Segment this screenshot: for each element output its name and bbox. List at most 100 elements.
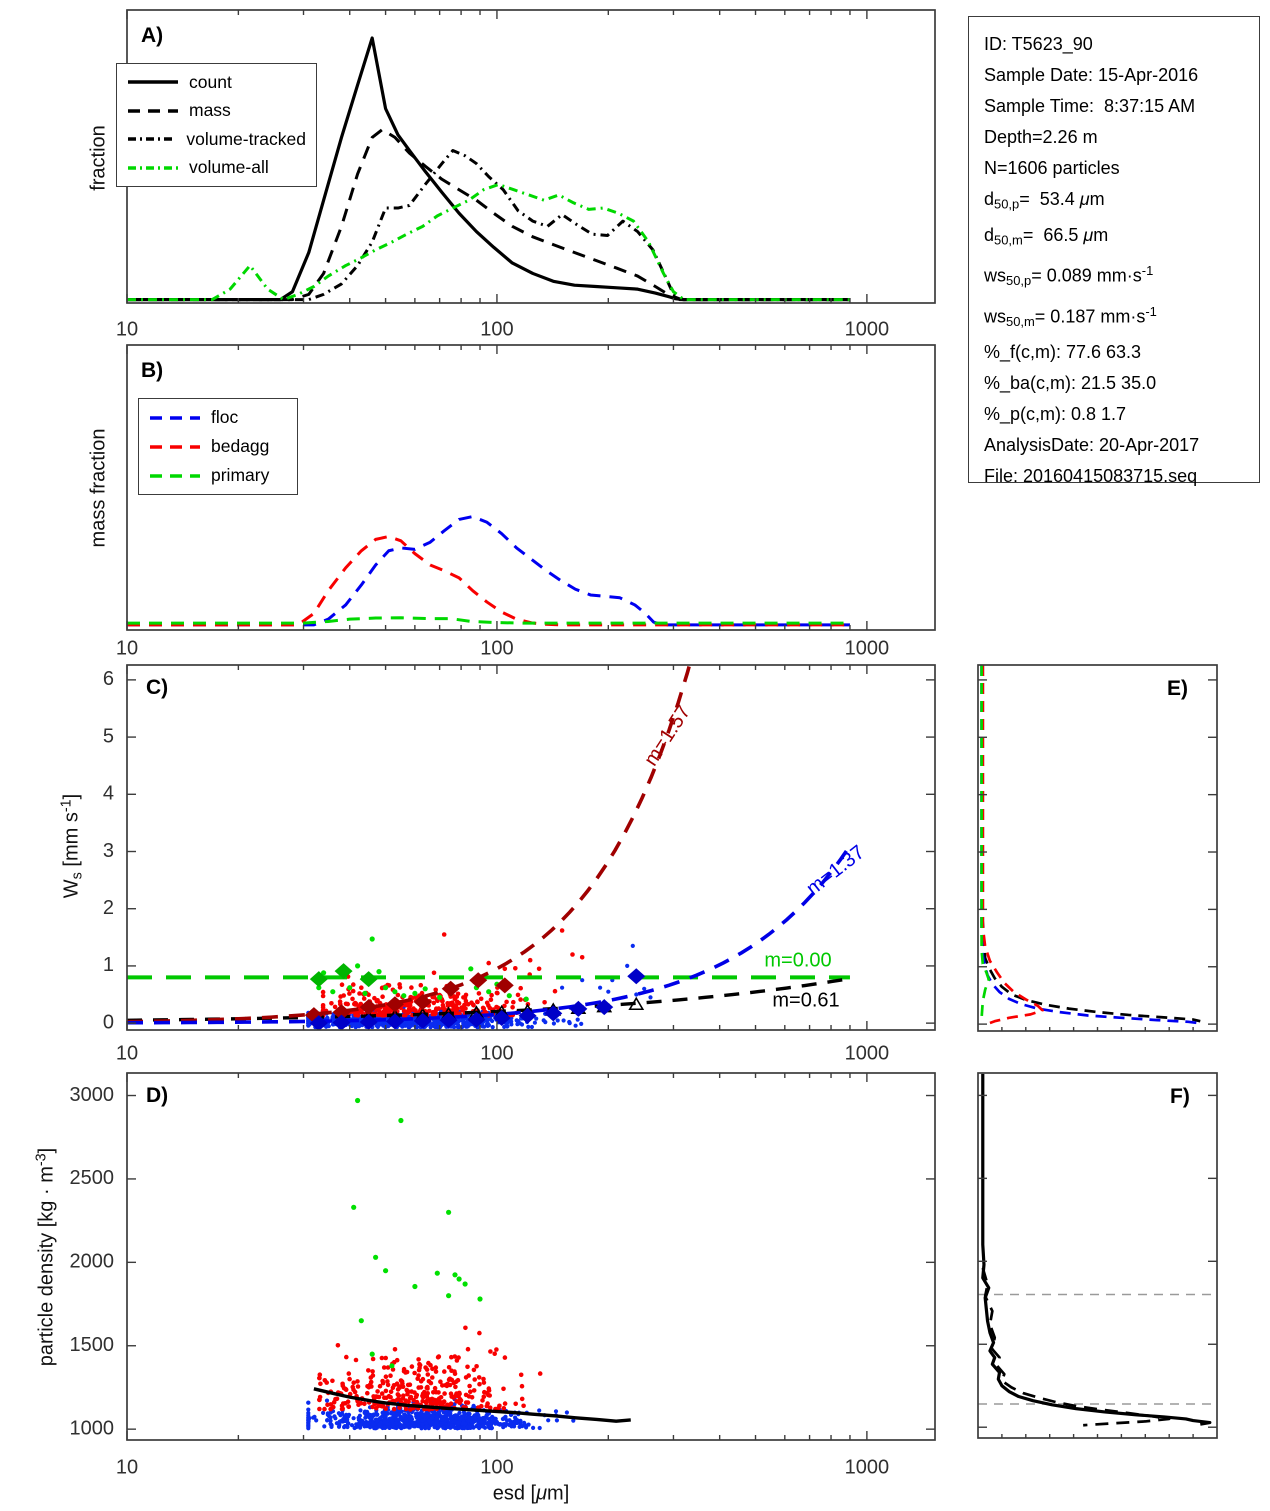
annotation-m-all: m=0.61 bbox=[772, 989, 840, 1012]
legend-item-label: count bbox=[189, 71, 232, 92]
legend-b-item-floc: floc bbox=[149, 407, 287, 428]
info-line: ws50,m= 0.187 mm·s-1 bbox=[984, 304, 1157, 330]
legend-item-label: primary bbox=[211, 465, 270, 485]
x-tick-label: 1000 bbox=[845, 1456, 890, 1478]
info-line: d50,m= 66.5 μm bbox=[984, 224, 1109, 248]
series-mass bbox=[127, 128, 850, 302]
info-line: AnalysisDate: 20-Apr-2017 bbox=[984, 435, 1200, 456]
info-line: File: 20160415083715.seq bbox=[984, 466, 1198, 487]
panel-e-series bbox=[980, 665, 1201, 1025]
legend-item-label: volume-tracked bbox=[186, 128, 306, 149]
legend-b-item-primary: primary bbox=[149, 465, 287, 486]
series-floc-median bbox=[309, 968, 646, 1030]
panel-f-letter: F) bbox=[1170, 1085, 1190, 1108]
panel-e-letter: E) bbox=[1167, 677, 1188, 700]
series-floc bbox=[127, 515, 850, 627]
y-tick-label: 6 bbox=[103, 668, 114, 690]
y-axis-label-particle-density: particle density [kg · m-3] bbox=[33, 1147, 58, 1367]
x-tick-label: 10 bbox=[116, 1042, 138, 1064]
y-axis-label-fraction: fraction bbox=[87, 125, 110, 191]
panel-b-frame: 10 100 1000 bbox=[116, 344, 936, 659]
x-tick-label: 10 bbox=[116, 1456, 138, 1478]
x-tick-label: 100 bbox=[480, 1042, 513, 1064]
series-primary-median bbox=[309, 963, 378, 988]
series-bedagg-dist bbox=[981, 665, 1044, 1025]
y-tick-label: 0 bbox=[103, 1011, 114, 1033]
panel-c-letter: C) bbox=[146, 676, 169, 699]
legend-line-sample-icon bbox=[128, 166, 178, 170]
series-floc-fit bbox=[127, 844, 852, 1025]
info-line: Sample Time: 8:37:15 AM bbox=[984, 96, 1196, 116]
y-tick-label: 5 bbox=[103, 725, 114, 747]
series-bedagg-median bbox=[304, 972, 514, 1024]
info-line: %_p(c,m): 0.8 1.7 bbox=[984, 404, 1127, 425]
y-tick-label: 2500 bbox=[70, 1167, 115, 1189]
y-tick-label: 4 bbox=[103, 783, 114, 805]
series-floc-dist bbox=[980, 665, 1199, 1025]
series-floc-points bbox=[306, 1397, 576, 1431]
series-primary bbox=[127, 616, 850, 625]
x-axis-label-esd: esd [μm] bbox=[492, 1482, 570, 1505]
legend-item-label: mass bbox=[189, 100, 231, 121]
sample-info-box: ID: T5623_90 Sample Date: 15-Apr-2016 Samp… bbox=[968, 16, 1260, 486]
info-line: %_f(c,m): 77.6 63.3 bbox=[984, 342, 1142, 363]
series-primary-dist bbox=[980, 665, 991, 1023]
series-bedagg-outliers bbox=[441, 928, 585, 972]
annotation-m-primary: m=0.00 bbox=[764, 949, 832, 972]
panel-d-letter: D) bbox=[146, 1084, 169, 1107]
legend-line-sample-icon bbox=[128, 109, 178, 113]
panel-d-series bbox=[306, 1097, 631, 1431]
y-axis-label-mass-fraction: mass fraction bbox=[87, 428, 110, 548]
x-tick-label: 100 bbox=[480, 318, 513, 340]
series-volume-tracked bbox=[127, 148, 850, 302]
y-tick-label: 2 bbox=[103, 897, 114, 919]
info-line: d50,p= 53.4 μm bbox=[984, 189, 1105, 212]
legend-panel-a: count mass volume-tracked volume-all bbox=[116, 63, 317, 187]
panel-a-series bbox=[127, 36, 850, 302]
legend-a-item-count: count bbox=[127, 72, 306, 93]
panel-b-series bbox=[127, 515, 850, 627]
x-tick-label: 10 bbox=[116, 318, 138, 340]
series-floc-outliers bbox=[560, 943, 653, 1000]
legend-a-item-volume-tracked: volume-tracked bbox=[127, 129, 306, 150]
x-tick-label: 1000 bbox=[845, 318, 890, 340]
legend-item-label: floc bbox=[211, 407, 239, 427]
legend-line-sample-icon bbox=[150, 415, 200, 420]
series-all-fit bbox=[127, 976, 851, 1022]
series-count bbox=[127, 36, 850, 302]
info-line: %_ba(c,m): 21.5 35.0 bbox=[984, 373, 1157, 394]
series-volume-all bbox=[127, 182, 850, 302]
panel-d-frame: 10 100 1000 1000 1500 2000 2500 3000 bbox=[70, 1072, 936, 1478]
panel-c-frame: 10 100 1000 0 1 2 3 4 5 6 bbox=[103, 664, 936, 1064]
panel-e-frame bbox=[977, 664, 1218, 1032]
y-tick-label: 1000 bbox=[70, 1417, 115, 1439]
panel-a-letter: A) bbox=[141, 24, 164, 47]
legend-line-sample-icon bbox=[150, 444, 200, 449]
info-line: N=1606 particles bbox=[984, 158, 1120, 178]
series-bedagg bbox=[127, 535, 850, 627]
series-all-dist bbox=[981, 665, 1201, 1023]
y-tick-label: 1500 bbox=[70, 1334, 115, 1356]
info-line: Depth=2.26 m bbox=[984, 127, 1098, 147]
x-tick-label: 100 bbox=[480, 637, 513, 659]
panel-c-series bbox=[127, 665, 852, 1030]
panel-f-frame bbox=[977, 1072, 1218, 1439]
series-density-mean bbox=[313, 1387, 631, 1423]
x-tick-label: 1000 bbox=[845, 1042, 890, 1064]
series-primary-points bbox=[316, 936, 529, 1002]
panel-f-series bbox=[978, 1073, 1217, 1427]
legend-a-item-volume-all: volume-all bbox=[127, 157, 306, 178]
legend-b-item-bedagg: bedagg bbox=[149, 436, 287, 457]
legend-panel-b: floc bedagg primary bbox=[138, 398, 298, 495]
info-line: ws50,p= 0.089 mm·s-1 bbox=[984, 263, 1154, 289]
x-tick-label: 100 bbox=[480, 1456, 513, 1478]
x-tick-label: 10 bbox=[116, 637, 138, 659]
legend-item-label: bedagg bbox=[211, 436, 270, 456]
series-primary-points bbox=[351, 1097, 483, 1369]
y-tick-label: 2000 bbox=[70, 1251, 115, 1273]
legend-line-sample-icon bbox=[128, 137, 177, 141]
x-tick-label: 1000 bbox=[845, 637, 890, 659]
y-tick-label: 3 bbox=[103, 840, 114, 862]
